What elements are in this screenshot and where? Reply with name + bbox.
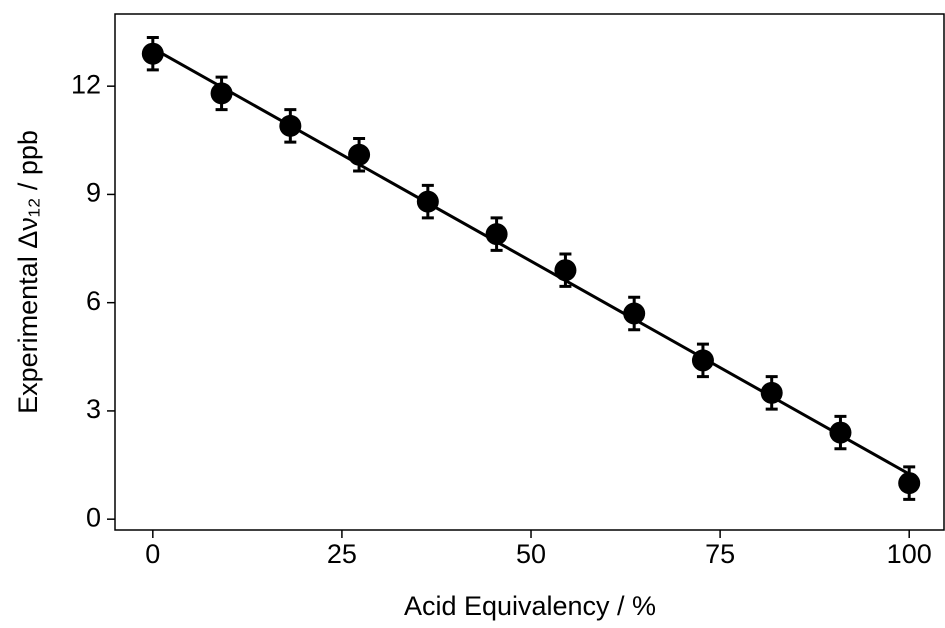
data-point — [554, 259, 577, 282]
x-tick-label: 75 — [705, 539, 735, 569]
plot-frame — [114, 13, 945, 531]
data-point — [898, 472, 921, 495]
y-tick-label: 6 — [86, 286, 101, 316]
data-point — [623, 302, 646, 325]
data-point — [760, 381, 783, 404]
y-tick-label: 3 — [86, 394, 101, 424]
data-point — [348, 143, 371, 166]
data-point — [485, 223, 508, 246]
data-point — [279, 114, 302, 137]
data-point — [141, 42, 164, 65]
x-tick-label: 0 — [145, 539, 160, 569]
data-point — [416, 190, 439, 213]
fit-line — [152, 46, 910, 476]
x-axis-label: Acid Equivalency / % — [404, 591, 656, 621]
y-axis-label: Experimental Δν₁₂ / ppb — [13, 130, 43, 414]
data-point — [829, 421, 852, 444]
data-point — [691, 349, 714, 372]
data-point — [210, 82, 233, 105]
x-tick-label: 50 — [516, 539, 546, 569]
y-tick-label: 9 — [86, 178, 101, 208]
y-tick-label: 0 — [86, 502, 101, 532]
x-tick-label: 25 — [327, 539, 357, 569]
y-tick-label: 12 — [71, 69, 101, 99]
x-tick-label: 100 — [887, 539, 932, 569]
